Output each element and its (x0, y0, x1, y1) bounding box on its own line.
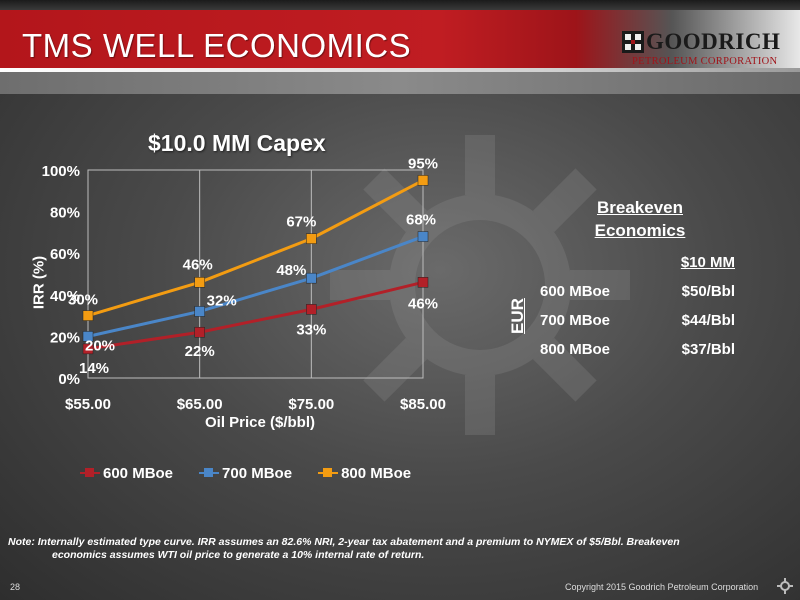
data-label: 67% (286, 214, 316, 231)
breakeven-row-value: $37/Bbl (681, 341, 735, 358)
plot-area (87, 169, 424, 379)
footnote-line2: economics assumes WTI oil price to gener… (52, 549, 425, 561)
watermark-gear-icon (330, 135, 630, 435)
data-label: 20% (85, 337, 115, 354)
y-tick-label: 20% (50, 329, 80, 346)
logo-mark-icon (622, 31, 644, 53)
y-axis-title: IRR (%) (30, 255, 48, 310)
data-point (194, 277, 205, 288)
data-point (306, 304, 317, 315)
data-label: 95% (408, 155, 438, 172)
y-tick-label: 60% (50, 246, 80, 263)
data-label: 46% (408, 295, 438, 312)
header-band: TMS WELL ECONOMICS GOODRICH PETROLEUM CO… (0, 10, 800, 72)
x-tick-label: $55.00 (65, 396, 111, 413)
x-tick-label: $85.00 (400, 396, 446, 413)
y-tick-label: 40% (50, 288, 80, 305)
breakeven-row-value: $44/Bbl (681, 312, 735, 329)
data-label: 32% (207, 292, 237, 309)
breakeven-row-label: 600 MBoe (540, 283, 611, 300)
page-number: 28 (10, 582, 21, 592)
data-label: 48% (276, 262, 306, 279)
data-label: 33% (296, 321, 326, 338)
data-label: 46% (183, 256, 213, 273)
top-strip (0, 0, 800, 10)
breakeven-row: 600 MBoe $50/Bbl (540, 283, 735, 303)
breakeven-row-value: $50/Bbl (681, 283, 735, 300)
breakeven-panel: Breakeven Economics $10 MM 600 MBoe $50/… (500, 196, 760, 366)
footnote: Note: Internally estimated type curve. I… (8, 536, 794, 562)
x-tick-label: $65.00 (177, 396, 223, 413)
breakeven-row: 800 MBoe $37/Bbl (540, 341, 735, 361)
data-point (82, 331, 94, 342)
sub-band (0, 72, 800, 94)
data-label: 22% (185, 343, 215, 360)
legend-item-800: 800 MBoe (318, 465, 411, 482)
data-label: 14% (79, 360, 109, 377)
company-logo: GOODRICH PETROLEUM CORPORATION (622, 28, 794, 68)
data-point (306, 272, 317, 284)
data-label: 68% (406, 212, 436, 229)
slide-title: TMS WELL ECONOMICS (22, 27, 412, 64)
legend-item-600: 600 MBoe (80, 465, 173, 482)
y-tick-label: 0% (58, 371, 80, 388)
legend-swatch-700 (199, 467, 220, 479)
legend-label-600: 600 MBoe (103, 464, 174, 482)
legend-swatch-600 (80, 467, 100, 479)
series-line-1 (87, 235, 424, 338)
data-point (82, 343, 94, 355)
data-point (82, 310, 94, 321)
data-point (194, 326, 205, 338)
legend-item-700: 700 MBoe (199, 465, 292, 482)
chart-legend: 600 MBoe 700 MBoe 800 MBoe (80, 462, 411, 484)
footnote-line1: Note: Internally estimated type curve. I… (8, 536, 680, 548)
breakeven-row-label: 800 MBoe (540, 341, 611, 358)
x-tick-label: $75.00 (288, 396, 334, 413)
legend-swatch-800 (318, 467, 339, 479)
data-point (194, 306, 205, 317)
chart-title: $10.0 MM Capex (148, 130, 326, 156)
legend-label-800: 800 MBoe (341, 464, 412, 482)
logo-name: GOODRICH (646, 29, 781, 54)
logo-subtitle: PETROLEUM CORPORATION (632, 56, 778, 67)
copyright-text: Copyright 2015 Goodrich Petroleum Corpor… (565, 582, 759, 592)
copyright-logo-icon (777, 578, 793, 594)
y-tick-label: 100% (42, 163, 80, 180)
breakeven-column-header: $10 MM (680, 254, 735, 271)
data-point (306, 233, 317, 244)
data-point (417, 175, 429, 186)
legend-label-700: 700 MBoe (222, 464, 293, 482)
breakeven-title-line2: Economics (594, 221, 686, 240)
series-line-2 (87, 179, 424, 318)
breakeven-row-label: 700 MBoe (540, 312, 611, 329)
breakeven-row: 700 MBoe $44/Bbl (540, 312, 735, 332)
x-axis-title: Oil Price ($/bbl) (204, 414, 316, 431)
y-tick-label: 80% (50, 205, 80, 222)
breakeven-title: Breakeven Economics (560, 196, 720, 242)
series-line-0 (87, 280, 424, 351)
data-point (417, 231, 429, 242)
data-label: 30% (68, 292, 98, 309)
eur-label: EUR (508, 298, 527, 334)
data-point (417, 277, 429, 288)
breakeven-title-line1: Breakeven (596, 198, 683, 217)
